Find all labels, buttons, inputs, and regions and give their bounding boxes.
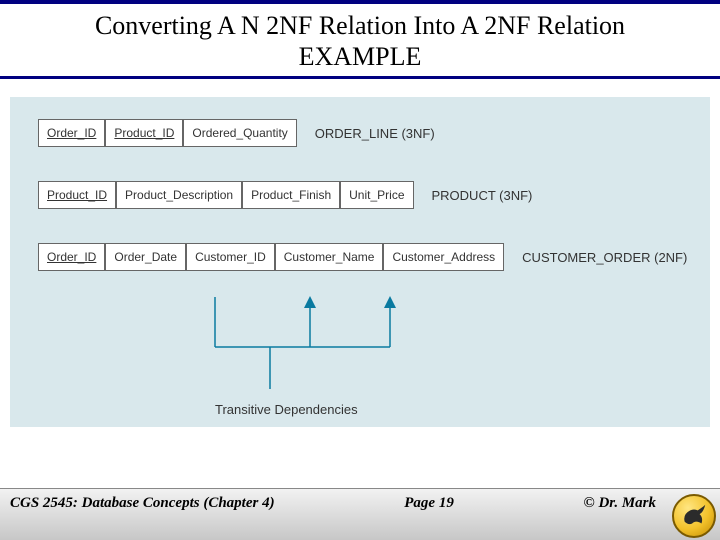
attr-box: Product_Finish	[242, 181, 340, 209]
attr-box: Order_ID	[38, 119, 105, 147]
title-line-2: EXAMPLE	[299, 42, 422, 71]
attr-box: Customer_ID	[186, 243, 275, 271]
footer-left: CGS 2545: Database Concepts (Chapter 4)	[10, 495, 275, 512]
title-line-1: Converting A N 2NF Relation Into A 2NF R…	[95, 11, 625, 40]
attr-box: Order_ID	[38, 243, 105, 271]
relation-order-line: Order_ID Product_ID Ordered_Quantity ORD…	[20, 119, 700, 147]
attr-label: Customer_ID	[195, 250, 266, 264]
attr-label: Ordered_Quantity	[192, 126, 287, 140]
relation-label: PRODUCT (3NF)	[432, 188, 533, 203]
attr-box: Order_Date	[105, 243, 186, 271]
attr-label: Order_ID	[47, 126, 96, 140]
attr-label: Customer_Name	[284, 250, 375, 264]
attr-label: Product_Description	[125, 188, 233, 202]
attr-label: Product_ID	[47, 188, 107, 202]
attr-label: Product_Finish	[251, 188, 331, 202]
ucf-pegasus-logo	[672, 494, 716, 538]
attr-label: Order_ID	[47, 250, 96, 264]
relation-product: Product_ID Product_Description Product_F…	[20, 181, 700, 209]
attr-label: Customer_Address	[392, 250, 495, 264]
attr-box: Unit_Price	[340, 181, 413, 209]
slide-title: Converting A N 2NF Relation Into A 2NF R…	[0, 4, 720, 74]
relation-customer-order: Order_ID Order_Date Customer_ID Customer…	[20, 243, 700, 271]
attr-box: Product_ID	[38, 181, 116, 209]
attr-box: Product_Description	[116, 181, 242, 209]
footer-page: Page 19	[275, 495, 584, 512]
relation-label: ORDER_LINE (3NF)	[315, 126, 435, 141]
attr-box: Customer_Name	[275, 243, 384, 271]
pegasus-icon	[679, 501, 709, 531]
attr-label: Order_Date	[114, 250, 177, 264]
normalization-diagram: Order_ID Product_ID Ordered_Quantity ORD…	[10, 97, 710, 427]
transitive-dependencies-label: Transitive Dependencies	[215, 402, 358, 417]
relation-label: CUSTOMER_ORDER (2NF)	[522, 250, 687, 265]
attr-box: Customer_Address	[383, 243, 504, 271]
attr-box: Ordered_Quantity	[183, 119, 296, 147]
content-area: Order_ID Product_ID Ordered_Quantity ORD…	[0, 97, 720, 517]
attr-label: Unit_Price	[349, 188, 404, 202]
attr-label: Product_ID	[114, 126, 174, 140]
slide-footer: CGS 2545: Database Concepts (Chapter 4) …	[0, 488, 720, 540]
attr-box: Product_ID	[105, 119, 183, 147]
title-underline	[0, 76, 720, 79]
